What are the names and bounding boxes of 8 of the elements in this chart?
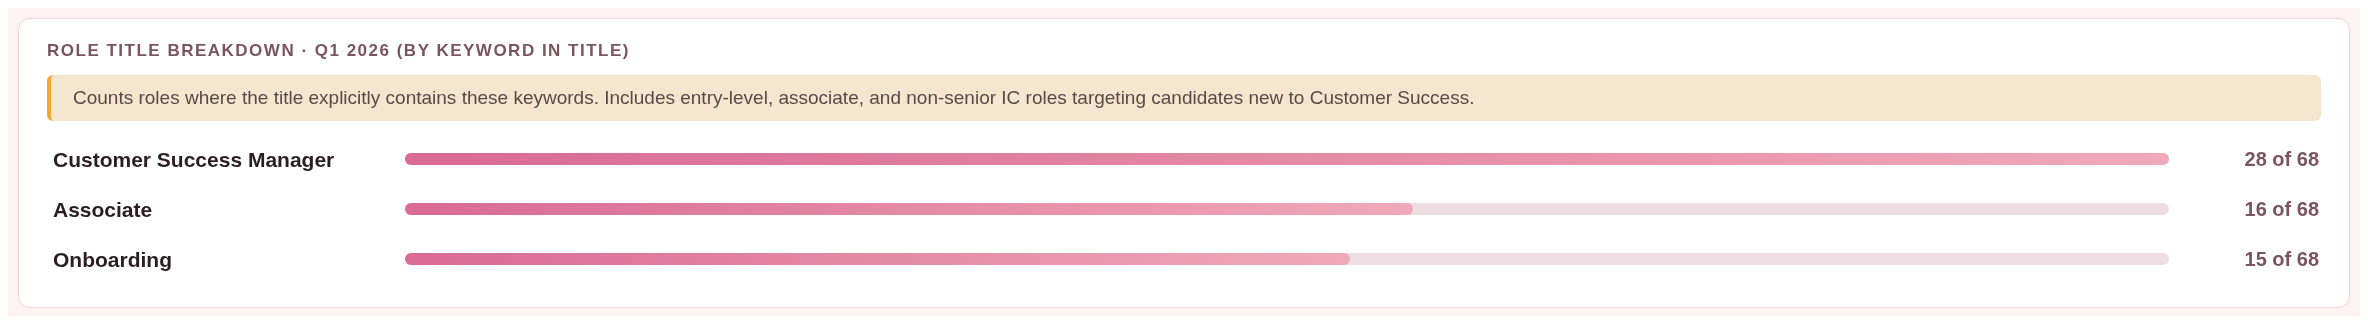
data-label: 16 of 68: [2244, 198, 2319, 220]
y-tick-label: Associate: [53, 197, 153, 221]
y-tick-label: Onboarding: [53, 247, 172, 271]
data-label: 15 of 68: [2244, 248, 2319, 270]
data-label: 28 of 68: [2244, 148, 2319, 170]
y-tick-label: Customer Success Manager: [53, 147, 335, 171]
chart-title: ROLE TITLE BREAKDOWN · Q1 2026 (BY KEYWORD IN TITLE): [47, 41, 631, 61]
text: Counts roles where the title explicitly contains these keywords. Includes entry-level, associate, and non-senior IC roles targeting candidates new to Customer Success.: [47, 75, 2321, 121]
